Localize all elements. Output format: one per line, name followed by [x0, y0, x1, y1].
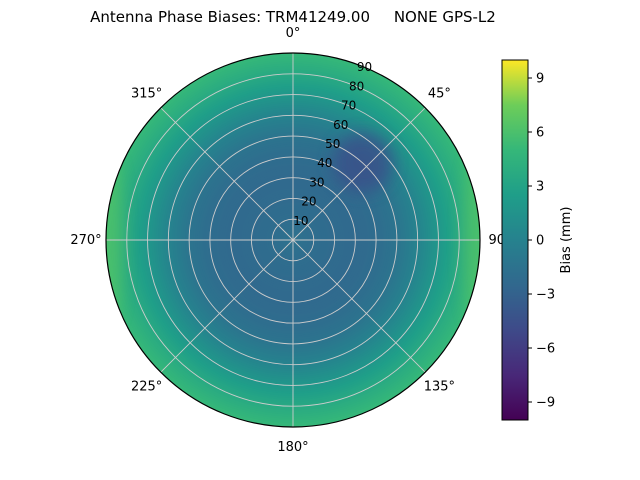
theta-tick-label: 45° — [428, 87, 451, 102]
radial-tick-label: 50 — [325, 137, 340, 151]
colorbar-tick-label: 3 — [536, 180, 544, 195]
theta-tick-label: 0° — [286, 26, 301, 41]
colorbar-gradient — [501, 59, 529, 421]
polar-grid — [106, 53, 480, 427]
theta-tick-label: 315° — [131, 87, 162, 102]
radial-tick-label: 30 — [309, 175, 324, 189]
theta-tick-label: 180° — [277, 440, 308, 455]
radial-tick-label: 70 — [341, 99, 356, 113]
colorbar-tick-label: 9 — [536, 72, 544, 87]
theta-tick-label: 225° — [131, 379, 162, 394]
theta-tick-labels: 0°45°90°135°180°225°270°315° — [70, 26, 511, 455]
radial-tick-labels: 10 20 30 40 50 60 70 80 90 — [293, 60, 372, 228]
colorbar-tick-label: 0 — [536, 234, 544, 249]
colorbar-tick-label: 6 — [536, 126, 544, 141]
theta-tick-label: 270° — [70, 233, 101, 248]
colorbar: 9 6 3 0 −3 −6 −9 Bias (mm) — [501, 59, 574, 421]
radial-tick-label: 40 — [317, 156, 332, 170]
polar-spine — [105, 52, 481, 428]
radial-tick-label: 20 — [301, 195, 316, 209]
theta-tick-label: 135° — [424, 379, 455, 394]
radial-tick-label: 90 — [357, 60, 372, 74]
radial-tick-label: 80 — [349, 79, 364, 93]
colorbar-tick-label: −9 — [536, 396, 555, 411]
radial-tick-label: 60 — [333, 118, 348, 132]
colorbar-tick-label: −6 — [536, 342, 555, 357]
chart-title: Antenna Phase Biases: TRM41249.00 NONE G… — [90, 8, 496, 26]
radial-tick-label: 10 — [293, 214, 308, 228]
colorbar-axis-label: Bias (mm) — [559, 207, 574, 274]
colorbar-tick-label: −3 — [536, 288, 555, 303]
